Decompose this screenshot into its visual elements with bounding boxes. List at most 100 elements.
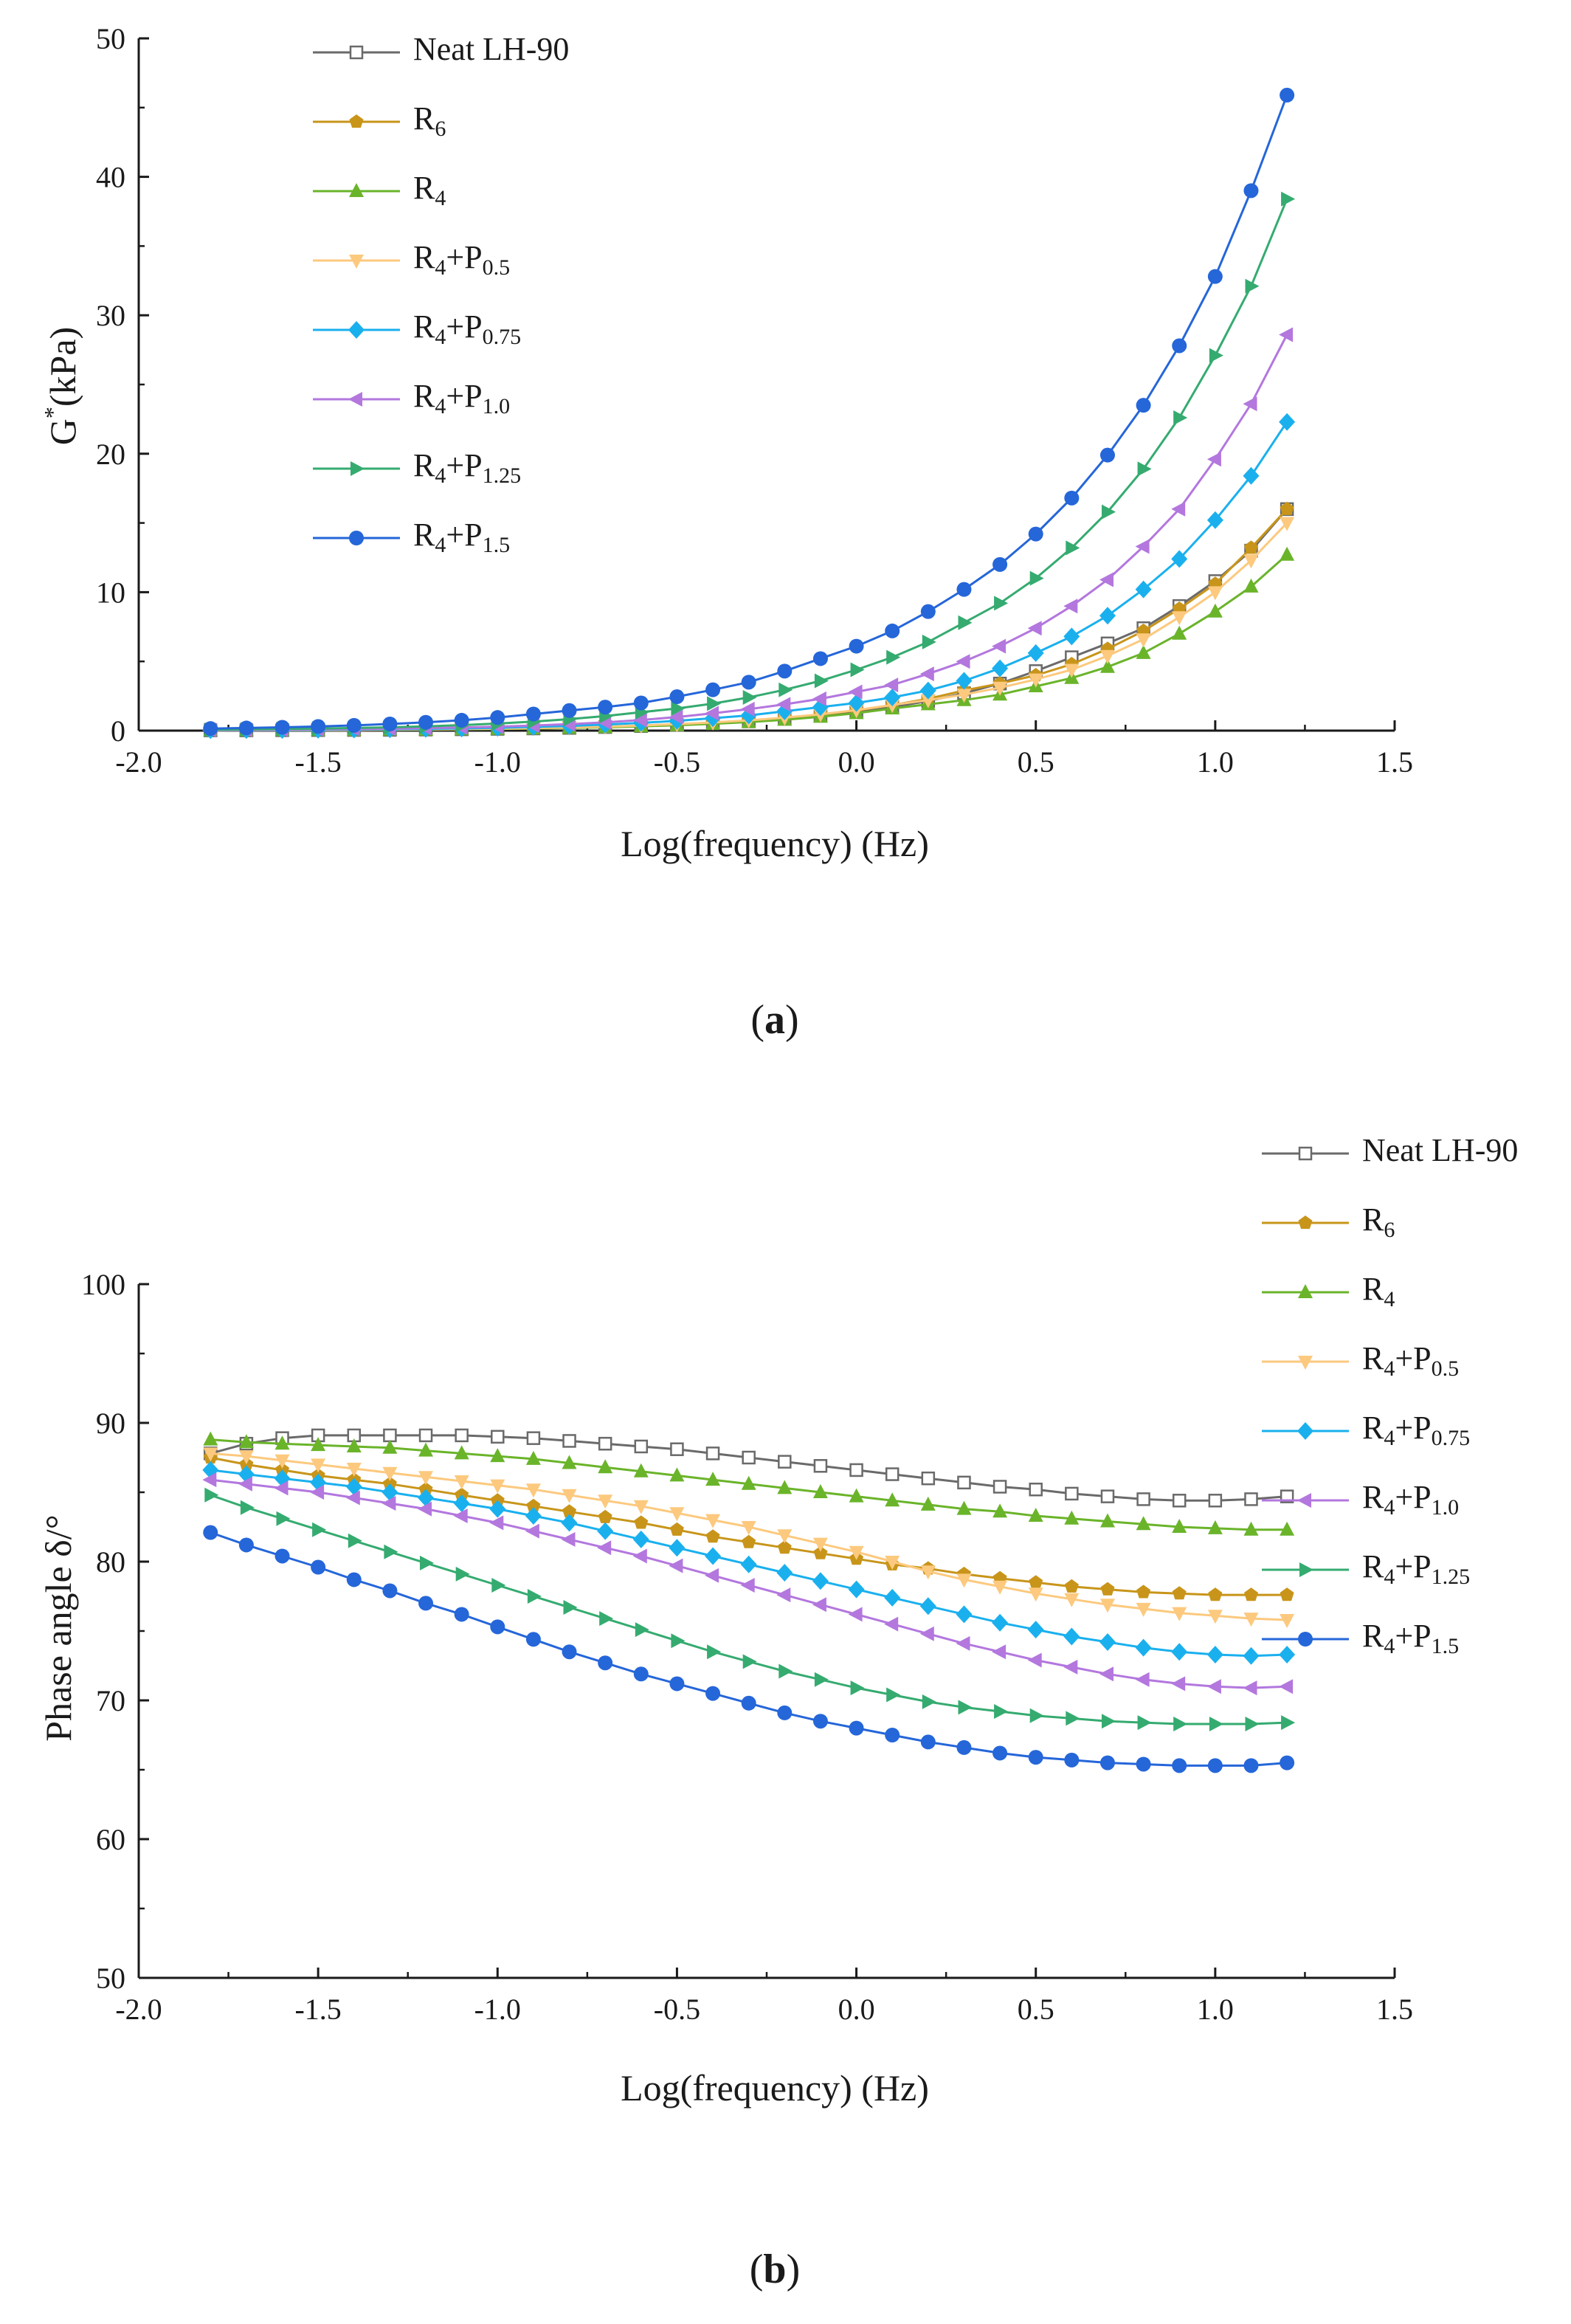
b-legend-label-base: R — [1362, 1410, 1384, 1446]
b-data-point — [203, 1447, 218, 1462]
b-data-point — [1244, 1492, 1258, 1506]
a-data-point — [920, 694, 936, 708]
b-data-point — [418, 1501, 432, 1517]
a-data-point — [1027, 644, 1044, 662]
b-data-point — [1066, 1711, 1080, 1726]
a-data-point — [1280, 546, 1295, 561]
b-data-point — [922, 1694, 936, 1709]
b-data-point — [669, 1558, 683, 1573]
b-data-point — [957, 1475, 971, 1490]
a-data-point — [884, 689, 901, 706]
b-data-point — [1065, 1486, 1079, 1501]
b-data-point — [346, 1463, 362, 1477]
a-legend-marker — [349, 531, 364, 545]
b-data-point — [1172, 1586, 1187, 1600]
b-data-point — [920, 1565, 936, 1580]
b-data-point — [1102, 1714, 1116, 1729]
b-x-tick-label: 0.5 — [1018, 1993, 1054, 2026]
b-x-tick-label: 0.0 — [838, 1993, 875, 2026]
b-data-point — [671, 1633, 686, 1649]
a-legend-label-1: R6 — [413, 100, 446, 141]
a-y-tick-label: 10 — [96, 576, 125, 609]
b-legend-marker — [1298, 1216, 1313, 1230]
a-x-tick-label: -2.0 — [115, 745, 162, 779]
a-data-point — [1279, 413, 1296, 431]
a-data-point — [992, 556, 1008, 572]
b-legend-label-sub2: 0.75 — [1432, 1426, 1471, 1450]
b-series-4 — [202, 1461, 1296, 1665]
b-x-tick-label: -0.5 — [654, 1993, 700, 2026]
a-data-point — [848, 694, 865, 712]
a-legend-label-base: R — [413, 308, 435, 345]
a-data-point — [1137, 461, 1152, 477]
a-y-tick-label: 20 — [96, 438, 125, 471]
a-data-point — [1100, 658, 1115, 673]
b-data-point — [346, 1572, 362, 1587]
b-data-point — [418, 1442, 433, 1457]
b-data-point — [632, 1548, 647, 1564]
b-data-point — [311, 1437, 326, 1452]
b-data-point — [381, 1483, 398, 1501]
b-data-point — [563, 1600, 578, 1615]
a-data-point — [1280, 501, 1294, 515]
b-data-point — [525, 1450, 541, 1465]
b-data-point — [956, 1739, 972, 1755]
b-data-point — [812, 1572, 829, 1590]
b-legend-label-base: R — [1362, 1618, 1384, 1654]
b-data-point — [275, 1548, 290, 1564]
a-data-point — [1206, 511, 1223, 529]
panel-a-caption-open: ( — [750, 997, 764, 1043]
a-data-point — [1171, 501, 1186, 517]
b-data-point — [1280, 1614, 1295, 1628]
b-legend-label-sub2: 0.5 — [1432, 1356, 1460, 1381]
a-legend-marker — [349, 114, 364, 128]
b-data-point — [454, 1475, 469, 1489]
b-data-point — [1209, 1717, 1223, 1731]
b-data-point — [1029, 1575, 1043, 1589]
b-data-point — [453, 1494, 470, 1512]
b-data-point — [1064, 1593, 1080, 1607]
a-legend-marker — [349, 255, 364, 269]
b-data-point — [1171, 1643, 1188, 1661]
a-data-point — [275, 720, 290, 735]
b-data-point — [740, 1555, 757, 1573]
a-data-point — [1207, 269, 1223, 284]
panel-b-series — [202, 1428, 1296, 1773]
a-series-6 — [204, 191, 1296, 737]
b-data-point — [705, 1472, 721, 1486]
b-data-point — [382, 1466, 398, 1481]
b-data-point — [562, 1434, 576, 1448]
b-data-point — [1280, 1521, 1295, 1536]
b-data-point — [382, 1476, 397, 1490]
a-data-point — [490, 710, 505, 725]
a-data-point — [1244, 540, 1258, 554]
b-data-point — [1028, 1508, 1043, 1522]
a-data-point — [1243, 466, 1260, 485]
a-data-point — [919, 666, 934, 682]
b-data-point — [1279, 1646, 1296, 1663]
panel-b-caption-open: ( — [750, 2247, 764, 2292]
b-data-point — [669, 1467, 685, 1482]
a-data-point — [922, 634, 936, 649]
b-data-point — [1136, 1492, 1150, 1506]
b-data-point — [919, 1597, 936, 1616]
b-data-point — [1100, 1582, 1115, 1596]
a-legend-label-sub: 4 — [435, 186, 446, 210]
b-data-point — [527, 1589, 542, 1604]
b-legend-label-plus: +P — [1395, 1618, 1431, 1654]
a-data-point — [238, 720, 254, 736]
a-data-point — [1172, 611, 1187, 626]
a-legend-label-6: R4+P1.25 — [413, 447, 521, 488]
b-data-point — [1099, 1666, 1113, 1682]
a-data-point — [1027, 621, 1042, 636]
a-legend-label-0: Neat LH-90 — [413, 31, 569, 67]
a-data-point — [598, 700, 613, 715]
b-data-point — [490, 1619, 505, 1635]
b-legend-label-base: R — [1362, 1479, 1384, 1515]
b-data-point — [418, 1482, 433, 1496]
panel-a-gstar-chart: -2.0 -1.5 -1.0 -0.5 0.0 0.5 1.0 1.5 0 10 20 30 40 50… — [39, 22, 1413, 1043]
b-data-point — [1171, 1676, 1186, 1692]
b-data-point — [848, 1580, 865, 1599]
b-data-point — [992, 1503, 1008, 1518]
b-series-3 — [203, 1447, 1295, 1628]
